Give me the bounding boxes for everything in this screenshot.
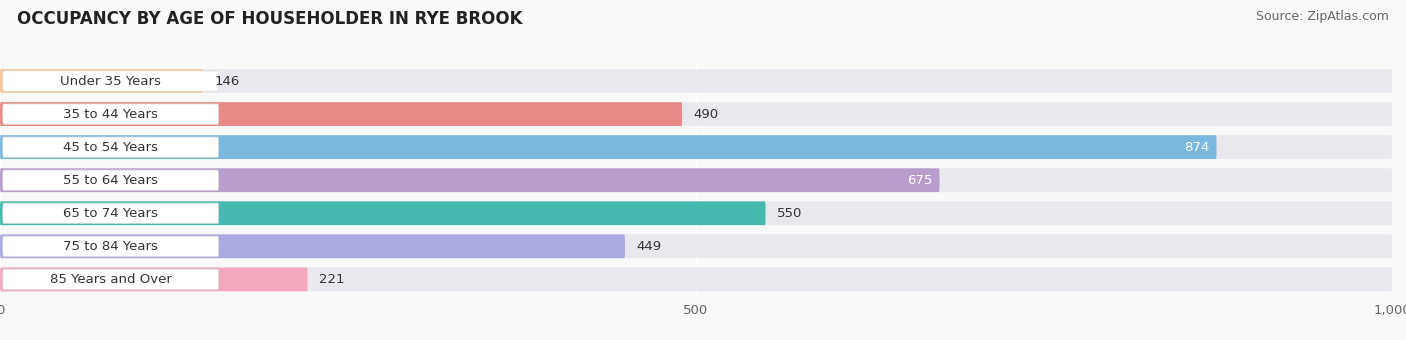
FancyBboxPatch shape: [0, 135, 1216, 159]
FancyBboxPatch shape: [3, 203, 218, 223]
FancyBboxPatch shape: [0, 69, 204, 93]
Text: 490: 490: [693, 107, 718, 121]
Text: 675: 675: [907, 174, 932, 187]
Text: 65 to 74 Years: 65 to 74 Years: [63, 207, 157, 220]
Text: 85 Years and Over: 85 Years and Over: [49, 273, 172, 286]
FancyBboxPatch shape: [3, 104, 218, 124]
FancyBboxPatch shape: [0, 268, 1392, 291]
Text: 449: 449: [636, 240, 661, 253]
FancyBboxPatch shape: [0, 102, 682, 126]
FancyBboxPatch shape: [3, 137, 218, 157]
FancyBboxPatch shape: [0, 168, 1392, 192]
Text: Under 35 Years: Under 35 Years: [60, 74, 162, 87]
FancyBboxPatch shape: [0, 201, 766, 225]
Text: 146: 146: [214, 74, 239, 87]
Text: 45 to 54 Years: 45 to 54 Years: [63, 141, 157, 154]
Text: Source: ZipAtlas.com: Source: ZipAtlas.com: [1256, 10, 1389, 23]
Text: 221: 221: [319, 273, 344, 286]
Text: 55 to 64 Years: 55 to 64 Years: [63, 174, 157, 187]
FancyBboxPatch shape: [3, 236, 218, 256]
FancyBboxPatch shape: [3, 71, 218, 91]
FancyBboxPatch shape: [0, 168, 939, 192]
FancyBboxPatch shape: [0, 69, 1392, 93]
Text: 75 to 84 Years: 75 to 84 Years: [63, 240, 157, 253]
FancyBboxPatch shape: [0, 102, 1392, 126]
Text: 874: 874: [1184, 141, 1209, 154]
FancyBboxPatch shape: [0, 268, 308, 291]
FancyBboxPatch shape: [3, 269, 218, 289]
Text: OCCUPANCY BY AGE OF HOUSEHOLDER IN RYE BROOK: OCCUPANCY BY AGE OF HOUSEHOLDER IN RYE B…: [17, 10, 523, 28]
FancyBboxPatch shape: [0, 234, 1392, 258]
FancyBboxPatch shape: [0, 201, 1392, 225]
FancyBboxPatch shape: [0, 135, 1392, 159]
Text: 35 to 44 Years: 35 to 44 Years: [63, 107, 157, 121]
FancyBboxPatch shape: [0, 234, 626, 258]
Text: 550: 550: [776, 207, 801, 220]
FancyBboxPatch shape: [3, 170, 218, 190]
